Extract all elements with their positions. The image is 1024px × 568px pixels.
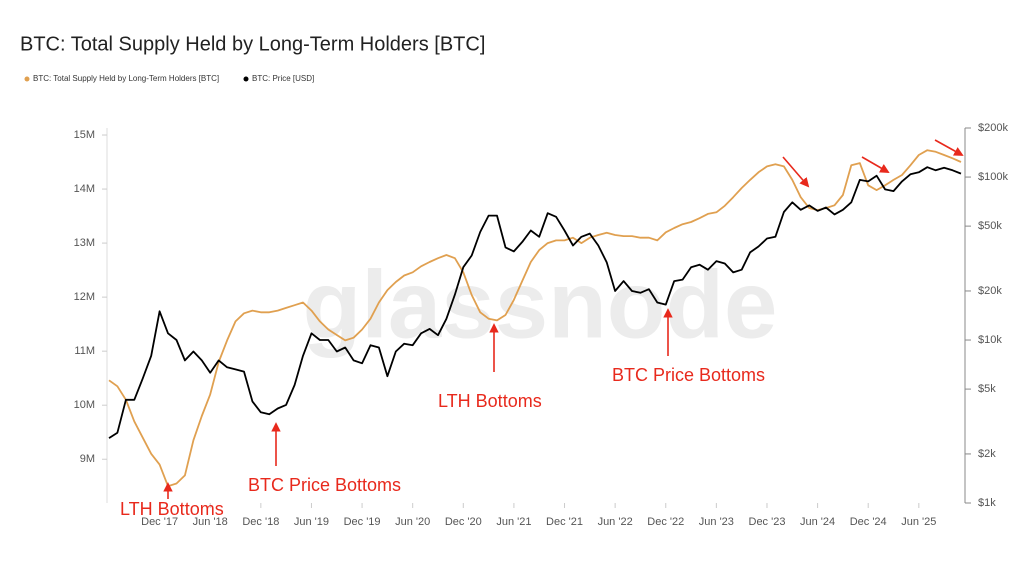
annotation: BTC Price Bottoms <box>612 365 765 385</box>
x-tick-label: Dec '23 <box>749 516 786 528</box>
y2-tick-label: $10k <box>978 334 1002 346</box>
y-tick-label: 10M <box>74 399 95 411</box>
arrow <box>934 139 964 156</box>
x-tick-label: Jun '24 <box>800 516 835 528</box>
x-tick-label: Jun '23 <box>699 516 734 528</box>
y2-tick-label: $20k <box>978 285 1002 297</box>
y-tick-label: 11M <box>74 345 95 357</box>
x-tick-label: Dec '21 <box>546 516 583 528</box>
chart-title: BTC: Total Supply Held by Long-Term Hold… <box>20 33 485 55</box>
y-tick-label: 9M <box>80 453 95 465</box>
x-tick-label: Dec '19 <box>344 516 381 528</box>
annotation: LTH Bottoms <box>438 391 542 411</box>
y-tick-label: 13M <box>74 237 95 249</box>
y2-tick-label: $100k <box>978 171 1008 183</box>
y2-tick-label: $2k <box>978 448 996 460</box>
y2-tick-label: $5k <box>978 383 996 395</box>
x-tick-label: Jun '25 <box>901 516 936 528</box>
legend-marker <box>243 76 249 82</box>
plot-area <box>108 149 962 488</box>
x-tick-label: Dec '18 <box>242 516 279 528</box>
x-tick-label: Dec '22 <box>647 516 684 528</box>
x-tick-label: Jun '19 <box>294 516 329 528</box>
x-tick-label: Jun '18 <box>193 516 228 528</box>
legend-label: BTC: Total Supply Held by Long-Term Hold… <box>33 74 219 83</box>
x-tick-label: Jun '20 <box>395 516 430 528</box>
annotation: LTH Bottoms <box>120 499 224 519</box>
y2-tick-label: $1k <box>978 497 996 509</box>
x-tick-label: Dec '20 <box>445 516 482 528</box>
watermark: glassnode <box>303 251 778 358</box>
x-tick-label: Jun '21 <box>496 516 531 528</box>
y2-tick-label: $50k <box>978 220 1002 232</box>
series-line <box>108 166 962 439</box>
arrow <box>782 156 810 188</box>
arrows <box>163 139 964 499</box>
x-tick-label: Dec '24 <box>850 516 887 528</box>
x-tick-label: Dec '17 <box>141 516 178 528</box>
x-tick-label: Jun '22 <box>598 516 633 528</box>
legend-label: BTC: Price [USD] <box>252 74 314 83</box>
y-tick-label: 15M <box>74 129 95 141</box>
legend-marker <box>24 76 30 82</box>
annotation: BTC Price Bottoms <box>248 475 401 495</box>
y-tick-label: 12M <box>74 291 95 303</box>
legend: BTC: Total Supply Held by Long-Term Hold… <box>24 74 314 83</box>
y-tick-label: 14M <box>74 183 95 195</box>
y2-tick-label: $200k <box>978 122 1008 134</box>
arrow <box>861 156 890 173</box>
